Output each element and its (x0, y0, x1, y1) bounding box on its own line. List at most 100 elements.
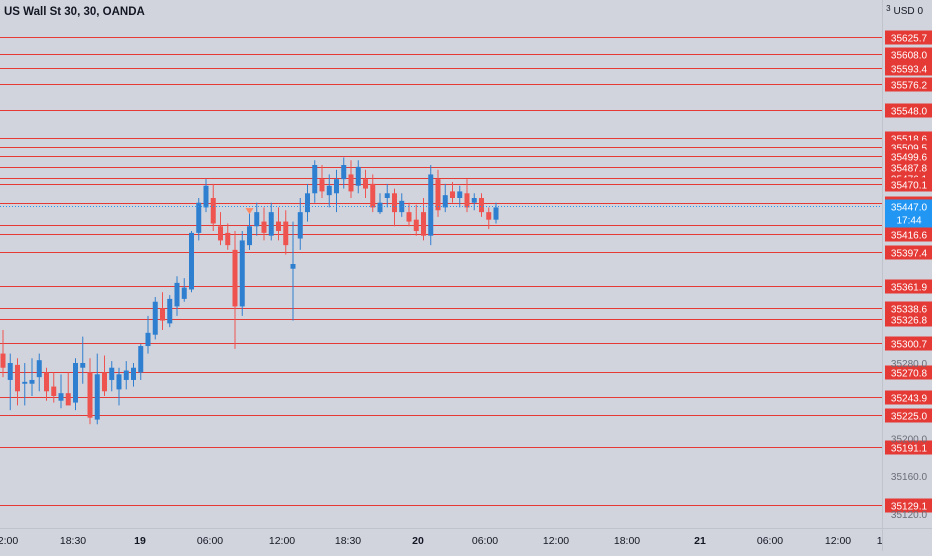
candle-body[interactable] (189, 232, 194, 290)
level-price-tag[interactable] (885, 365, 932, 380)
candle-body[interactable] (131, 367, 136, 380)
level-price-tag[interactable] (885, 61, 932, 76)
candle-body[interactable] (44, 372, 49, 392)
candle-body[interactable] (203, 185, 209, 208)
candle-body[interactable] (370, 183, 376, 208)
candle-body[interactable] (334, 179, 339, 194)
level-price-tag[interactable] (885, 77, 932, 92)
level-price-tag[interactable] (885, 177, 932, 192)
candle-body[interactable] (363, 179, 368, 189)
candle-body[interactable] (326, 185, 332, 196)
candle-body[interactable] (109, 367, 115, 380)
candle-body[interactable] (22, 381, 28, 384)
candle-body[interactable] (138, 346, 144, 373)
level-price-tag[interactable] (885, 390, 932, 405)
candle-body[interactable] (196, 202, 202, 233)
level-price-label: 35548.0 (891, 107, 928, 118)
level-price-tag[interactable] (885, 47, 932, 62)
candle-body[interactable] (290, 264, 296, 269)
candle-body[interactable] (486, 212, 492, 220)
candle-body[interactable] (471, 198, 477, 203)
level-price-tag[interactable] (885, 149, 932, 164)
level-price-tag[interactable] (885, 279, 932, 294)
currency-label[interactable]: 3 USD 0 (886, 4, 923, 17)
candle-body[interactable] (80, 363, 86, 368)
candle-body[interactable] (87, 372, 93, 418)
candle-body[interactable] (399, 200, 405, 213)
level-price-tag[interactable] (885, 408, 932, 423)
candle-body[interactable] (341, 165, 347, 180)
candle-body[interactable] (384, 193, 390, 198)
candle-body[interactable] (268, 212, 274, 236)
trade-marker-icon[interactable] (245, 208, 254, 215)
level-price-tag[interactable] (885, 30, 932, 45)
candle-body[interactable] (450, 191, 455, 198)
level-price-tag[interactable] (885, 312, 932, 327)
candle-body[interactable] (239, 240, 245, 307)
candle-body[interactable] (15, 364, 20, 392)
candle-body[interactable] (0, 353, 6, 368)
candle-body[interactable] (36, 360, 42, 378)
candle-body[interactable] (58, 393, 64, 401)
candle-body[interactable] (435, 179, 441, 211)
level-price-tag[interactable] (885, 336, 932, 351)
candle-body[interactable] (181, 287, 187, 299)
candle-body[interactable] (167, 298, 173, 324)
candle-body[interactable] (116, 374, 122, 390)
candle-body[interactable] (210, 198, 216, 224)
candle-body[interactable] (464, 193, 470, 208)
price-chart-svg[interactable] (0, 0, 882, 528)
candle-body[interactable] (355, 166, 361, 186)
level-price-tag[interactable] (885, 227, 932, 242)
candle-body[interactable] (392, 193, 397, 213)
candle-body[interactable] (312, 165, 318, 194)
candle-body[interactable] (305, 193, 310, 213)
level-price-tag[interactable] (885, 301, 932, 316)
candle-body[interactable] (348, 174, 354, 192)
time-tick-label: 06:00 (197, 535, 223, 547)
candle-body[interactable] (218, 226, 223, 241)
candle-body[interactable] (406, 212, 412, 222)
candle-body[interactable] (145, 332, 151, 347)
price-chart-pane[interactable]: US Wall St 30, 30, OANDA (0, 0, 882, 528)
candle-body[interactable] (160, 308, 165, 321)
candle-body[interactable] (102, 372, 107, 392)
candle-body[interactable] (493, 207, 499, 220)
price-axis[interactable]: 3 USD 0 35625.7 35608.0 35593.4 35576.2 35548… (882, 0, 932, 528)
candle-body[interactable] (276, 221, 281, 231)
candle-body[interactable] (319, 179, 325, 192)
candle-body[interactable] (73, 363, 78, 403)
candle-body[interactable] (247, 226, 252, 246)
level-price-tag[interactable] (885, 245, 932, 260)
candle-body[interactable] (421, 212, 426, 236)
candle-body[interactable] (174, 282, 180, 307)
candle-body[interactable] (377, 202, 383, 213)
candle-body[interactable] (123, 370, 129, 380)
candle-body[interactable] (152, 301, 158, 335)
candle-body[interactable] (65, 393, 71, 406)
current-price-tag[interactable] (885, 199, 932, 228)
candle-body[interactable] (254, 212, 260, 227)
level-price-tag[interactable] (885, 103, 932, 118)
candle-body[interactable] (442, 195, 448, 208)
candle-body[interactable] (94, 374, 100, 420)
time-axis[interactable]: 2:00 18:30 19 06:00 12:00 18:30 20 06:00 12:00 18… (0, 528, 891, 551)
level-price-tag[interactable] (885, 440, 932, 455)
level-price-tag[interactable] (885, 160, 932, 175)
time-tick-label: 18:00 (614, 535, 640, 547)
candle-body[interactable] (413, 219, 419, 231)
candle-body[interactable] (283, 221, 289, 246)
candle-body[interactable] (29, 379, 35, 384)
candle-body[interactable] (261, 221, 267, 233)
symbol-title[interactable]: US Wall St 30, 30, OANDA (4, 6, 145, 18)
candle-body[interactable] (225, 232, 231, 246)
level-price-tag[interactable] (885, 498, 932, 513)
candle-body[interactable] (232, 249, 238, 307)
candle-body[interactable] (428, 174, 434, 236)
candle-body[interactable] (51, 386, 57, 396)
candle-body[interactable] (297, 212, 303, 239)
candle-body[interactable] (7, 363, 13, 380)
candle-body[interactable] (457, 191, 463, 198)
candle-body[interactable] (479, 198, 484, 213)
level-price-label: 35129.1 (891, 502, 928, 513)
